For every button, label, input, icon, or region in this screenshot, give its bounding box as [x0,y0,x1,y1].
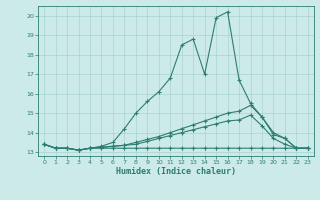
X-axis label: Humidex (Indice chaleur): Humidex (Indice chaleur) [116,167,236,176]
